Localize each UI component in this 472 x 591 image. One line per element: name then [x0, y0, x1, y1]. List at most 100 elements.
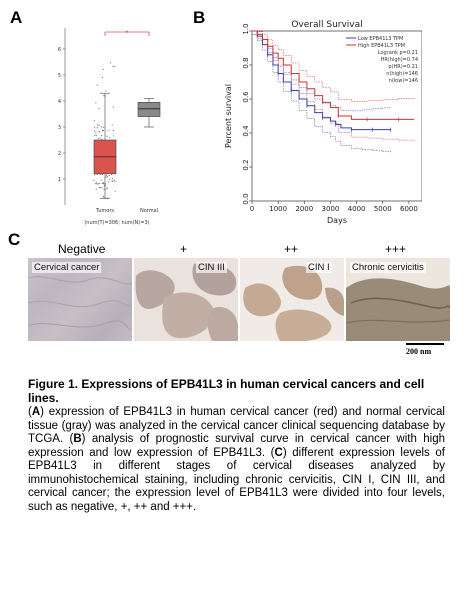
jitter-point [103, 196, 105, 198]
jitter-point [106, 188, 108, 190]
y-tick-label: 0.6 [242, 91, 250, 103]
jitter-point [99, 137, 101, 139]
y-tick-label: 2 [58, 151, 61, 157]
jitter-point [100, 134, 103, 137]
caption-title: Figure 1. Expressions of EPB41L3 in huma… [28, 377, 425, 405]
caption-letter-c: C [274, 446, 283, 459]
jitter-point [103, 126, 105, 128]
jitter-point [98, 124, 100, 126]
y-tick-label: 0.0 [242, 193, 250, 204]
y-tick-label: 1 [58, 177, 61, 183]
jitter-point [110, 173, 112, 176]
boxplot-chart: 1 2 3 4 5 6 * Tumors Normal (num(T)=306; num(… [58, 28, 161, 226]
ihc-tag-cin-iii: CIN III [196, 262, 227, 273]
jitter-point [97, 138, 100, 140]
jitter-point [108, 129, 110, 132]
jitter-point [113, 66, 116, 68]
jitter-point [114, 180, 116, 183]
jitter-point [103, 188, 105, 190]
ihc-image-plus-plus-plus: Chronic cervicitis [346, 258, 450, 341]
jitter-point [102, 130, 104, 132]
survival-ci-upper [252, 30, 391, 112]
survival-curve-high [252, 30, 415, 120]
scale-bar [406, 343, 444, 345]
jitter-point [105, 90, 107, 92]
jitter-point [97, 183, 99, 185]
jitter-point [94, 134, 96, 137]
jitter-point [112, 65, 114, 67]
legend-low-label: Low EPB41L3 TPM [358, 36, 403, 42]
jitter-point [96, 127, 98, 129]
x-tick-label: 0 [250, 205, 254, 213]
level-label-plus-plus: ++ [284, 242, 299, 256]
caption-text-a: ) expression of EPB41L3 in human cervica… [28, 406, 445, 445]
jitter-point [101, 187, 103, 189]
jitter-point [96, 84, 98, 86]
y-tick-label: 1.0 [242, 23, 250, 34]
jitter-point [113, 179, 115, 181]
level-label-plus: + [180, 242, 188, 256]
jitter-point [103, 94, 105, 97]
jitter-point [95, 132, 97, 134]
level-label-negative: Negative [58, 242, 106, 256]
jitter-point [95, 135, 97, 137]
x-tick-label: 1000 [269, 205, 287, 213]
survival-plot-frame [251, 30, 422, 202]
panel-label-c: C [8, 230, 21, 249]
survival-legend: Low EPB41L3 TPM High EPB41L3 TPM Logrank… [346, 36, 418, 84]
jitter-point [93, 179, 95, 182]
jitter-point [106, 174, 108, 176]
jitter-point [108, 174, 110, 177]
jitter-point [112, 129, 114, 132]
scale-bar-label: 200 nm [406, 347, 432, 356]
jitter-point [101, 182, 103, 185]
x-tick-label: 5000 [374, 205, 392, 213]
caption-body: (A) expression of EPB41L3 in human cervi… [28, 406, 445, 513]
legend-logrank: Logrank p=0.21 [378, 50, 418, 56]
jitter-point [111, 124, 113, 126]
jitter-point [98, 107, 100, 109]
caption-text-c: ) different expression levels of EPB41L3… [28, 446, 445, 513]
survival-ci-upper [252, 30, 415, 102]
jitter-point [96, 183, 98, 185]
jitter-point [93, 120, 96, 122]
ihc-tag-chronic-cervicitis: Chronic cervicitis [350, 262, 426, 273]
significance-mark: * [125, 29, 129, 37]
panel-label-a: A [10, 8, 23, 27]
jitter-point [111, 177, 114, 180]
x-tick-label: 4000 [348, 205, 366, 213]
legend-p-hr: p(HR)=0.21 [388, 64, 418, 70]
jitter-point [95, 182, 97, 185]
x-label-normal: Normal [140, 208, 158, 214]
jitter-point [101, 138, 103, 140]
caption-text-b: ) analysis of prognostic survival curve … [28, 433, 445, 459]
legend-n-low: n(low)=146 [389, 78, 418, 84]
tissue-texture-negative [28, 276, 132, 331]
y-tick-label: 0.8 [242, 57, 250, 68]
jitter-point [100, 179, 102, 181]
jitter-point [98, 131, 101, 133]
legend-n-high: n(high)=146 [386, 71, 418, 77]
jitter-point [96, 124, 98, 126]
survival-ci-lower [252, 34, 415, 142]
jitter-point [112, 135, 115, 137]
x-tick-label: 6000 [400, 205, 418, 213]
jitter-point [107, 176, 109, 178]
jitter-point [109, 62, 112, 64]
x-tick-label: 3000 [322, 205, 340, 213]
survival-chart: Overall Survival 0 1000 2000 3000 4000 5000 60… [224, 20, 422, 225]
jitter-point [94, 174, 96, 176]
jitter-point [98, 182, 100, 185]
jitter-point [112, 106, 114, 108]
survival-y-label: Percent survival [224, 84, 233, 148]
jitter-point [95, 102, 97, 104]
jitter-point [93, 130, 96, 132]
caption-letter-a: A [31, 406, 41, 418]
y-tick-label: 4 [58, 99, 61, 105]
jitter-point [105, 183, 107, 185]
level-label-plus-plus-plus: +++ [385, 242, 407, 256]
jitter-point [111, 180, 113, 182]
x-tick-label: 2000 [295, 205, 313, 213]
y-tick-label: 6 [58, 47, 61, 53]
caption-letter-b: B [73, 433, 82, 445]
